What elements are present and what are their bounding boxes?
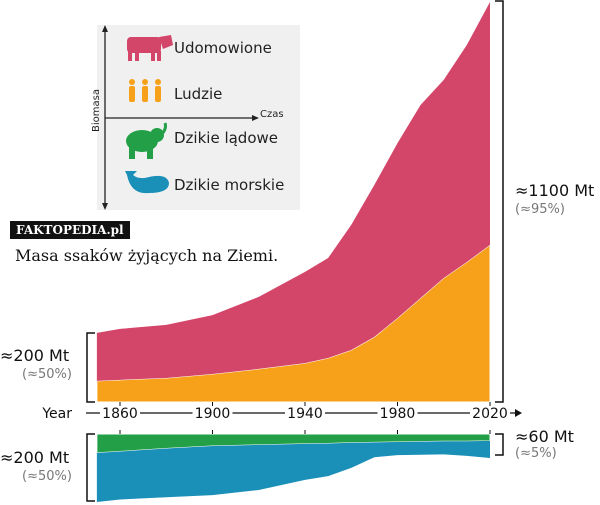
tick-label-1940: 1940 bbox=[287, 406, 323, 422]
legend-x-label: Czas bbox=[260, 109, 284, 120]
bracket-top-right bbox=[495, 0, 504, 403]
x-axis-label: Year bbox=[41, 406, 72, 422]
people-icon bbox=[129, 79, 161, 102]
legend-label-domesticated: Udomowione bbox=[174, 39, 272, 57]
bracket-bottom-right bbox=[495, 433, 504, 456]
tick-label-1900: 1900 bbox=[195, 406, 231, 422]
tick-label-bg bbox=[100, 405, 140, 421]
top-left-value: ≈200 Mt bbox=[0, 346, 70, 365]
caption: Masa ssaków żyjących na Ziemi. bbox=[15, 246, 279, 265]
arrow-down-icon bbox=[102, 203, 108, 210]
whale-icon bbox=[125, 171, 169, 194]
area-udomowione bbox=[96, 2, 490, 381]
tick-label-bg bbox=[285, 405, 325, 421]
tick-label-bg bbox=[470, 405, 510, 421]
top-right-value: ≈1100 Mt bbox=[515, 181, 595, 200]
bracket-top-left bbox=[86, 332, 95, 403]
legend: Udomowione Ludzie Dzikie lądowe Dzikie m… bbox=[91, 25, 300, 210]
bottom-left-value: ≈200 Mt bbox=[0, 448, 70, 467]
arrow-up-icon bbox=[102, 25, 108, 32]
tick-label-1980: 1980 bbox=[380, 406, 416, 422]
legend-label-wild-marine: Dzikie morskie bbox=[174, 176, 285, 194]
legend-axes bbox=[102, 25, 259, 210]
x-axis-arrow-icon bbox=[515, 409, 522, 417]
watermark: FAKTOPEDIA.pl bbox=[10, 221, 130, 239]
tick-label-bg bbox=[377, 405, 418, 421]
bracket-bottom-left bbox=[86, 433, 95, 502]
bottom-right-pct: (≈5%) bbox=[515, 446, 557, 461]
legend-label-humans: Ludzie bbox=[174, 85, 223, 103]
cow-icon bbox=[127, 35, 173, 61]
legend-y-label: Biomasa bbox=[90, 89, 102, 132]
top-right-pct: (≈95%) bbox=[515, 202, 565, 217]
arrow-right-icon bbox=[252, 115, 259, 121]
tick-label-1860: 1860 bbox=[102, 406, 138, 422]
elephant-icon bbox=[126, 122, 167, 159]
tick-label-2020: 2020 bbox=[472, 406, 508, 422]
area-dzikie-morskie bbox=[96, 440, 490, 502]
bottom-right-value: ≈60 Mt bbox=[515, 427, 574, 446]
tick-label-bg bbox=[192, 405, 233, 421]
top-left-pct: (≈50%) bbox=[22, 367, 72, 382]
bottom-left-pct: (≈50%) bbox=[22, 469, 72, 484]
legend-label-wild-land: Dzikie lądowe bbox=[174, 129, 278, 147]
